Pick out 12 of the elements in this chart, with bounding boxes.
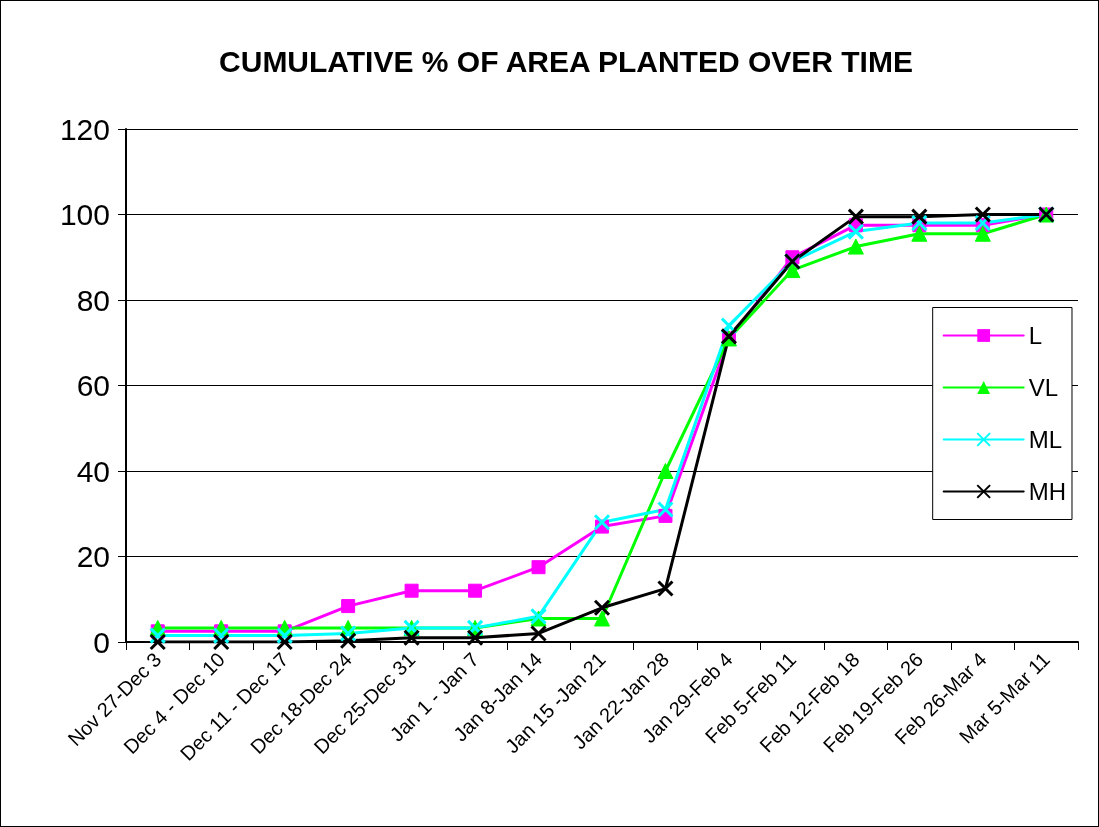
y-tick-label: 60 <box>76 369 110 402</box>
y-tick-label: 80 <box>76 283 110 317</box>
legend-label: VL <box>1028 374 1059 401</box>
legend-label: L <box>1028 322 1043 349</box>
chart-title: CUMULATIVE % OF AREA PLANTED OVER TIME <box>219 44 913 78</box>
y-tick-label: 100 <box>59 198 110 231</box>
y-tick-label: 20 <box>76 540 110 573</box>
legend-label: MH <box>1028 478 1066 505</box>
y-tick-label: 120 <box>59 112 110 146</box>
y-tick-label: 40 <box>76 454 110 488</box>
legend-label: ML <box>1028 426 1063 453</box>
y-tick-label: 0 <box>93 625 110 659</box>
